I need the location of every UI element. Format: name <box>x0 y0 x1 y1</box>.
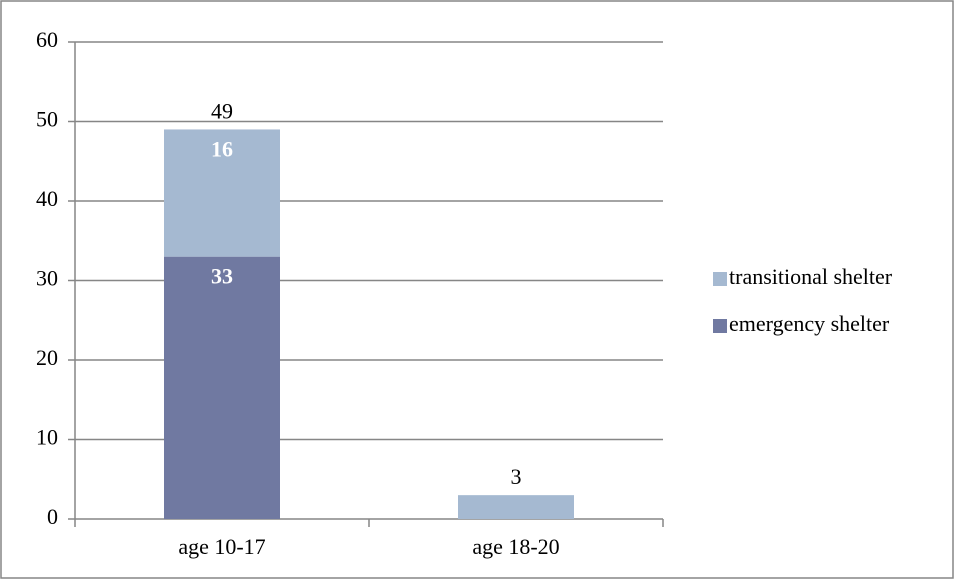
segment-label: 16 <box>211 136 233 161</box>
y-tick-label: 40 <box>36 186 58 211</box>
y-tick-label: 20 <box>36 345 58 370</box>
legend-swatch <box>713 319 727 333</box>
y-tick-label: 30 <box>36 266 58 291</box>
y-tick-label: 10 <box>36 425 58 450</box>
bar-segment <box>164 256 280 519</box>
legend-label: transitional shelter <box>729 264 893 289</box>
total-label: 49 <box>211 98 233 123</box>
y-tick-label: 0 <box>47 504 58 529</box>
y-tick-label: 50 <box>36 107 58 132</box>
legend-label: emergency shelter <box>729 311 890 336</box>
total-label: 3 <box>511 464 522 489</box>
x-tick-label: age 18-20 <box>472 534 559 559</box>
x-tick-label: age 10-17 <box>178 534 265 559</box>
bar-segment <box>458 495 574 519</box>
legend-swatch <box>713 272 727 286</box>
y-tick-label: 60 <box>36 27 58 52</box>
bar-segment <box>164 129 280 257</box>
segment-label: 33 <box>211 264 233 289</box>
